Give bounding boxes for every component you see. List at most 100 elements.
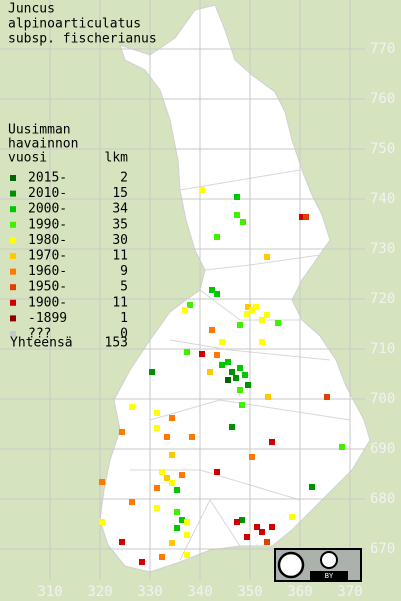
observation	[154, 410, 160, 416]
legend-count-header: lkm	[105, 151, 129, 166]
legend-count: 0	[120, 327, 128, 342]
observation	[169, 480, 175, 486]
observations	[99, 187, 345, 565]
observation	[237, 365, 243, 371]
observation	[164, 475, 170, 481]
x-tick-label: 350	[237, 584, 262, 600]
legend-swatch	[10, 331, 16, 337]
observation	[169, 540, 175, 546]
observation	[174, 487, 180, 493]
legend-label: 1960-	[28, 264, 67, 279]
observation	[239, 517, 245, 523]
legend-count: 5	[120, 280, 128, 295]
observation	[129, 499, 135, 505]
legend-count: 15	[112, 186, 128, 201]
observation	[264, 312, 270, 318]
legend-label: ???	[28, 327, 51, 342]
y-tick-label: 720	[370, 291, 395, 307]
legend-count: 1	[120, 311, 128, 326]
observation	[234, 519, 240, 525]
observation	[99, 479, 105, 485]
y-tick-label: 760	[370, 91, 395, 107]
finland-outline	[99, 4, 371, 573]
observation	[174, 509, 180, 515]
observation	[245, 304, 251, 310]
observation	[237, 387, 243, 393]
observation	[229, 369, 235, 375]
observation	[184, 349, 190, 355]
observation	[225, 377, 231, 383]
by-strip	[310, 571, 348, 580]
title-line: subsp. fischerianus	[8, 32, 157, 47]
observation	[219, 339, 225, 345]
observation	[169, 452, 175, 458]
observation	[207, 369, 213, 375]
legend-swatch	[10, 221, 16, 228]
observation	[234, 194, 240, 200]
x-tick-label: 340	[187, 584, 212, 600]
y-tick-label: 770	[370, 41, 395, 57]
observation	[199, 351, 205, 357]
observation	[179, 472, 185, 478]
legend-count: 2	[120, 171, 128, 186]
observation	[289, 514, 295, 520]
legend-swatch	[10, 284, 16, 291]
observation	[169, 415, 175, 421]
observation	[249, 454, 255, 460]
x-tick-label: 310	[37, 584, 62, 600]
observation	[234, 212, 240, 218]
y-tick-label: 700	[370, 391, 395, 407]
legend-label: 1980-	[28, 233, 67, 248]
observation	[214, 291, 220, 297]
legend-header: havainnon	[8, 137, 78, 152]
observation	[154, 485, 160, 491]
legend-label: 1990-	[28, 217, 67, 232]
cc-icon	[277, 551, 305, 579]
observation	[253, 304, 259, 310]
y-tick-label: 690	[370, 441, 395, 457]
observation	[119, 539, 125, 545]
observation	[339, 444, 345, 450]
observation	[209, 327, 215, 333]
observation	[219, 362, 225, 368]
observation	[214, 234, 220, 240]
observation	[199, 187, 205, 193]
by-icon	[320, 551, 338, 569]
observation	[164, 434, 170, 440]
observation	[254, 524, 260, 530]
observation	[184, 532, 190, 538]
observation	[214, 352, 220, 358]
y-tick-label: 680	[370, 491, 395, 507]
legend-label: 1970-	[28, 249, 67, 264]
legend-header: Uusimman	[8, 123, 71, 138]
observation	[182, 307, 188, 313]
y-tick-label: 710	[370, 341, 395, 357]
observation	[259, 317, 265, 323]
legend-label: 2010-	[28, 186, 67, 201]
legend-label: 2015-	[28, 171, 67, 186]
observation	[154, 425, 160, 431]
legend-swatch	[10, 268, 16, 275]
observation	[174, 525, 180, 531]
legend-label: 2000-	[28, 202, 67, 217]
observation	[242, 372, 248, 378]
x-tick-label: 370	[337, 584, 362, 600]
legend-count: 11	[112, 295, 128, 310]
observation	[259, 529, 265, 535]
observation	[159, 554, 165, 560]
observation	[154, 505, 160, 511]
observation	[259, 339, 265, 345]
legend-total: 153	[105, 336, 128, 351]
observation	[179, 517, 185, 523]
y-tick-label: 670	[370, 541, 395, 557]
legend-total-label: Yhteensä	[10, 336, 73, 351]
y-tick-label: 750	[370, 141, 395, 157]
legend-swatch	[10, 253, 16, 259]
observation	[309, 484, 315, 490]
legend-count: 34	[112, 202, 128, 217]
observation	[233, 375, 239, 381]
observation	[129, 404, 135, 410]
